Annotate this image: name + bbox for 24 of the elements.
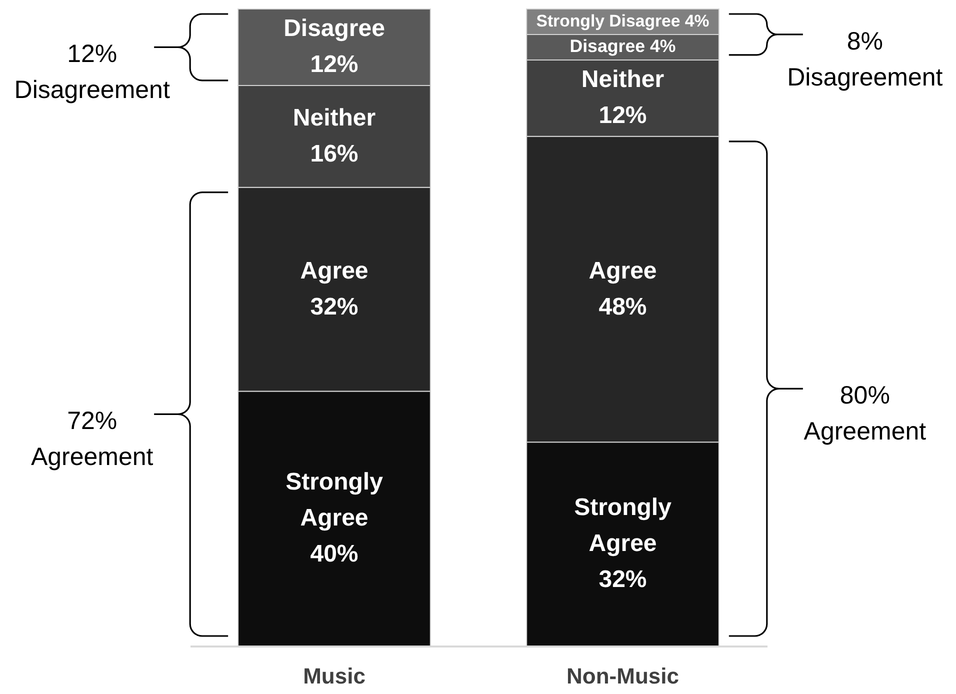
data-label: 32%	[310, 293, 358, 320]
x-tick-label: Non-Music	[566, 664, 679, 688]
series-label: Agree	[588, 257, 657, 284]
data-label: 4%	[650, 36, 676, 56]
text: Neither	[292, 104, 376, 132]
text: Agree	[300, 257, 368, 284]
text: Disagree	[284, 15, 385, 42]
text: Strongly Agree	[574, 494, 672, 558]
text: 72% Agreement	[30, 407, 154, 472]
data-label: 12%	[310, 51, 358, 78]
data-label: 16%	[310, 140, 358, 168]
data-label: 40%	[310, 540, 358, 568]
series-label: Strongly Agree	[286, 468, 384, 532]
data-label: 12%	[598, 102, 647, 130]
series-label: Neither	[581, 66, 664, 94]
data-label: 4%	[684, 12, 710, 31]
text: 80% Agreement	[804, 382, 926, 446]
data-label: 48%	[598, 293, 647, 320]
x-tick-label: Music	[303, 664, 366, 688]
data-label: 32%	[598, 566, 647, 594]
text: 8% Disagreement	[787, 27, 943, 92]
series-label: Strongly Disagree	[536, 12, 680, 31]
series-label: Disagree	[570, 36, 646, 56]
text: 12% Disagreement	[14, 40, 170, 104]
